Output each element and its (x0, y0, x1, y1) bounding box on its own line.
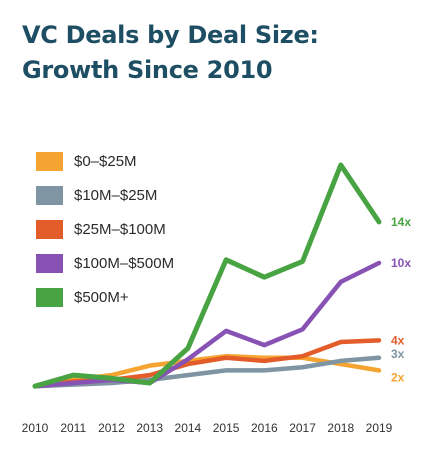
x-tick-label-2017: 2017 (289, 421, 316, 435)
series-line-10m-25m (32, 355, 382, 389)
legend-swatch-500m-plus (36, 287, 63, 307)
series-line-100m-500m (32, 260, 382, 389)
chart-legend: $0–$25M $10M–$25M $25M–$100M $100M–$500M… (36, 144, 174, 314)
end-label-10m-25m: 3x (391, 347, 405, 361)
series-line-500m (32, 162, 382, 389)
legend-label-10m-25m: $10M–$25M (74, 186, 158, 204)
legend-item-0-25m: $0–$25M (36, 144, 174, 178)
x-tick-label-2012: 2012 (98, 421, 125, 435)
legend-item-500m-plus: $500M+ (36, 280, 174, 314)
end-label-100m-500m: 10x (391, 256, 411, 270)
legend-item-10m-25m: $10M–$25M (36, 178, 174, 212)
x-tick-label-2011: 2011 (60, 421, 86, 435)
end-label-500m: 14x (391, 215, 411, 229)
legend-item-25m-100m: $25M–$100M (36, 212, 174, 246)
legend-item-100m-500m: $100M–$500M (36, 246, 174, 280)
legend-swatch-25m-100m (36, 219, 63, 239)
legend-label-0-25m: $0–$25M (74, 152, 137, 170)
legend-swatch-0-25m (36, 151, 63, 171)
series-layer (32, 162, 382, 389)
x-tick-label-2014: 2014 (175, 421, 202, 435)
chart-title-line-2: Growth Since 2010 (22, 56, 273, 84)
end-label-0-25m: 2x (391, 370, 405, 384)
legend-label-25m-100m: $25M–$100M (74, 220, 166, 238)
legend-label-100m-500m: $100M–$500M (74, 254, 175, 272)
end-label-25m-100m: 4x (391, 333, 405, 347)
chart-title: VC Deals by Deal Size: Growth Since 2010 (22, 18, 412, 88)
x-tick-label-2013: 2013 (136, 421, 163, 435)
legend-swatch-100m-500m (36, 253, 63, 273)
chart-title-line-1: VC Deals by Deal Size: (22, 21, 319, 49)
x-tick-label-2010: 2010 (22, 421, 49, 435)
x-axis: 2010 2011 2012 2013 2014 2015 2016 2017 2018 2019 (22, 421, 393, 435)
x-tick-label-2016: 2016 (251, 421, 278, 435)
x-tick-label-2019: 2019 (366, 421, 393, 435)
legend-label-500m-plus: $500M+ (74, 288, 129, 306)
x-tick-label-2015: 2015 (213, 421, 240, 435)
x-tick-label-2018: 2018 (327, 421, 354, 435)
legend-swatch-10m-25m (36, 185, 63, 205)
